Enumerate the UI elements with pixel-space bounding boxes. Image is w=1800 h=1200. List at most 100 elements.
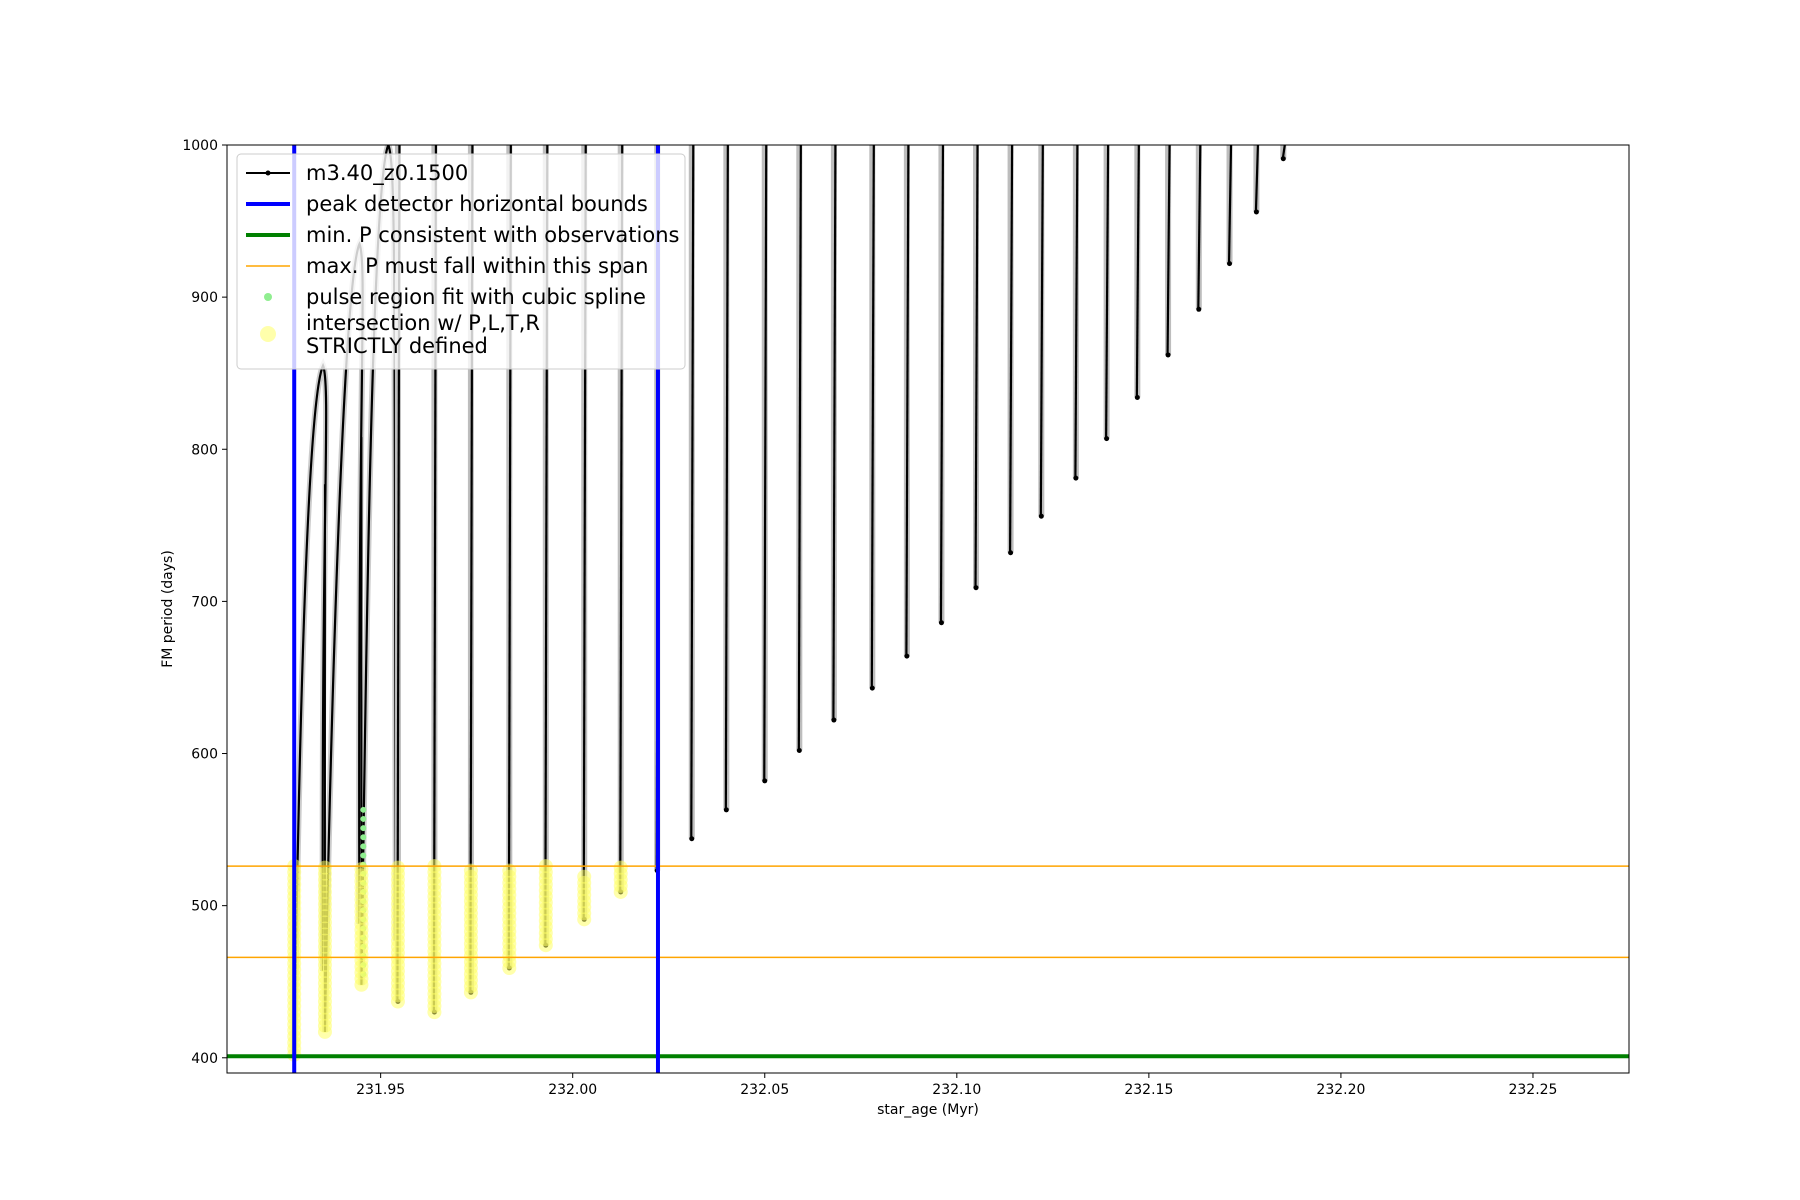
x-tick-label: 232.25 <box>1508 1082 1557 1098</box>
pulse-17-min-marker <box>869 685 875 691</box>
pulse-27 <box>1195 145 1202 312</box>
pulse-21 <box>1007 145 1014 556</box>
pulse-20 <box>973 145 980 591</box>
pulse-28-min-marker <box>1227 261 1233 267</box>
pulse-13-line <box>724 145 729 810</box>
y-tick-label: 800 <box>191 442 218 458</box>
intersection-cluster-2 <box>317 860 332 1039</box>
pulse-26-min-marker <box>1165 352 1171 358</box>
pulse-25-min-marker <box>1134 395 1140 401</box>
pulse-21-line <box>1008 145 1014 553</box>
pulse-23-line <box>1074 145 1079 479</box>
x-axis-label: star_age (Myr) <box>877 1102 979 1118</box>
legend-handle-dot <box>260 326 276 342</box>
pulse-14 <box>761 145 768 784</box>
pulse-18 <box>903 145 910 659</box>
pulse-25-line <box>1135 145 1140 398</box>
axes-frame <box>226 144 1630 1074</box>
legend-label: pulse region fit with cubic spline <box>306 285 646 309</box>
spline-point <box>360 806 367 813</box>
y-tick-label: 400 <box>191 1051 218 1067</box>
pulse-18-min-marker <box>904 653 910 659</box>
pulse-19-min-marker <box>938 620 944 626</box>
pulse-24 <box>1103 145 1110 442</box>
x-tick-label: 232.10 <box>932 1082 981 1098</box>
legend-item-5: pulse region fit with cubic spline <box>264 285 646 309</box>
pulse-15-min-marker <box>796 747 802 753</box>
y-tick-label: 500 <box>191 899 218 915</box>
legend-item-3: min. P consistent with observations <box>246 223 679 247</box>
pulse-26 <box>1165 145 1172 358</box>
y-tick-label: 1000 <box>182 138 218 154</box>
pulse-21-min-marker <box>1008 550 1014 556</box>
pulse-30 <box>1280 145 1287 162</box>
legend-label: peak detector horizontal bounds <box>306 192 648 216</box>
legend-label: STRICTLY defined <box>306 334 488 358</box>
spline-point <box>360 843 367 850</box>
y-tick-label: 600 <box>191 747 218 763</box>
x-axis-ticks: 231.95 232.00 232.05 232.10 232.15 232.20 232.… <box>356 1073 1557 1098</box>
pulse-17-line <box>870 145 875 689</box>
y-tick-label: 900 <box>191 290 218 306</box>
x-tick-label: 232.20 <box>1316 1082 1365 1098</box>
pulse-12 <box>688 145 695 842</box>
pulse-20-min-marker <box>973 585 979 591</box>
intersection-cluster-4 <box>390 860 405 1009</box>
spline-point <box>360 825 367 832</box>
pulse-17 <box>869 145 876 691</box>
pulse-19-line <box>939 145 945 623</box>
pulse-22-line <box>1039 145 1044 517</box>
spline-point <box>360 852 367 859</box>
legend-label: max. P must fall within this span <box>306 254 648 278</box>
pulse-12-line <box>690 145 695 839</box>
pulse-26-line <box>1166 145 1171 355</box>
intersection-point <box>390 860 405 875</box>
legend-handle-dot <box>264 293 272 301</box>
intersection-cluster-7 <box>502 863 517 976</box>
pulse-23-min-marker <box>1073 475 1079 481</box>
pulse-12-min-marker <box>689 836 695 842</box>
pulse-27-line <box>1197 145 1202 310</box>
pulse-20-line <box>974 145 979 588</box>
pulse-16-min-marker <box>831 717 837 723</box>
y-axis-ticks: 400 500 600 700 800 900 1000 <box>182 138 227 1067</box>
legend-box <box>236 153 686 370</box>
pulse-22 <box>1038 145 1045 519</box>
y-axis-label: FM period (days) <box>160 550 176 668</box>
intersection-point <box>317 860 332 875</box>
intersection-point <box>613 860 628 875</box>
x-tick-label: 232.00 <box>548 1082 597 1098</box>
pulse-27-min-marker <box>1196 306 1202 312</box>
intersection-point <box>577 869 592 884</box>
intersection-point <box>463 863 478 878</box>
x-tick-label: 231.95 <box>356 1082 405 1098</box>
pulse-28 <box>1226 145 1233 267</box>
spline-point <box>360 815 367 822</box>
pulse-29-min-marker <box>1253 209 1259 215</box>
legend-item-1: m3.40_z0.1500 <box>246 161 468 186</box>
pulse-14-line <box>763 145 768 781</box>
pulse-16-line <box>832 145 837 721</box>
pulse-24-min-marker <box>1104 436 1110 442</box>
pulse-13 <box>723 145 730 813</box>
pulse-29 <box>1253 145 1260 215</box>
intersection-cluster-8 <box>538 859 553 953</box>
intersection-cluster-6 <box>463 863 478 1000</box>
pulse-19 <box>938 145 945 626</box>
legend-item-4: max. P must fall within this span <box>246 254 648 278</box>
intersection-cluster-9 <box>577 869 592 927</box>
pulse-30-min-marker <box>1280 156 1286 162</box>
legend-label: min. P consistent with observations <box>306 223 679 247</box>
pulse-13-min-marker <box>723 807 729 813</box>
legend-handle-marker <box>265 170 271 176</box>
intersection-point <box>354 862 369 877</box>
x-tick-label: 232.05 <box>740 1082 789 1098</box>
pulse-15-line <box>797 145 802 751</box>
pulse-22-min-marker <box>1038 513 1044 519</box>
intersection-cluster-5 <box>427 859 442 1020</box>
intersection-cluster-3 <box>354 862 369 992</box>
legend-label: intersection w/ P,L,T,R <box>306 311 540 335</box>
